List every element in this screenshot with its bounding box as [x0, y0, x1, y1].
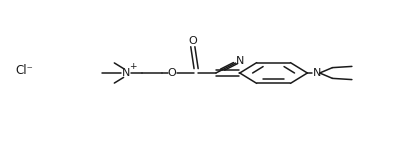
Text: N: N	[236, 56, 244, 66]
Text: O: O	[188, 36, 197, 46]
Text: N: N	[313, 68, 321, 78]
Text: Cl⁻: Cl⁻	[16, 64, 34, 77]
Text: O: O	[168, 68, 177, 78]
Text: +: +	[129, 62, 136, 71]
Text: N: N	[122, 68, 130, 78]
